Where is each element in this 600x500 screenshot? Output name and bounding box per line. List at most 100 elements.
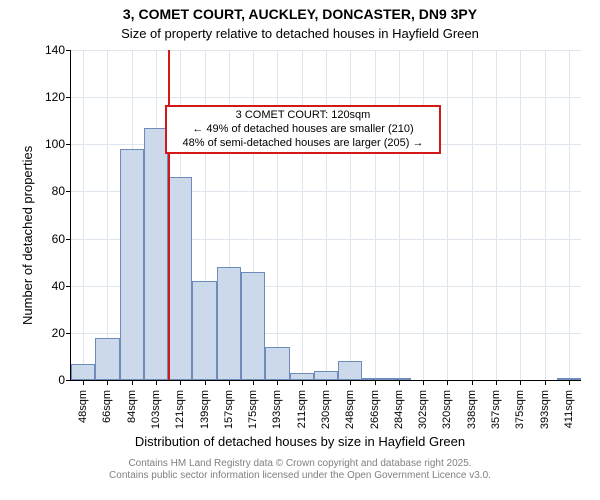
x-tick-label: 266sqm [369, 390, 381, 429]
y-tick-label: 60 [52, 232, 65, 246]
x-tick-mark [205, 380, 206, 385]
x-tick-label: 175sqm [247, 390, 259, 429]
histogram-bar [557, 378, 581, 380]
x-tick-mark [156, 380, 157, 385]
x-tick-label: 157sqm [223, 390, 235, 429]
histogram-bar [168, 177, 192, 380]
x-tick-mark [107, 380, 108, 385]
x-tick-mark [375, 380, 376, 385]
y-tick-label: 100 [45, 137, 65, 151]
x-tick-label: 121sqm [174, 390, 186, 429]
y-tick-label: 120 [45, 90, 65, 104]
chart-title: 3, COMET COURT, AUCKLEY, DONCASTER, DN9 … [0, 6, 600, 22]
histogram-bar [95, 338, 119, 380]
histogram-bar [120, 149, 144, 380]
x-tick-label: 320sqm [441, 390, 453, 429]
annotation-line: ← 49% of detached houses are smaller (21… [173, 123, 433, 137]
y-tick-label: 40 [52, 279, 65, 293]
histogram-bar [387, 378, 411, 380]
x-tick-mark [545, 380, 546, 385]
annotation-line: 48% of semi-detached houses are larger (… [173, 137, 433, 151]
x-tick-label: 302sqm [417, 390, 429, 429]
x-tick-label: 193sqm [271, 390, 283, 429]
y-tick-mark [66, 333, 71, 334]
gridline-v [302, 50, 303, 380]
gridline-v [545, 50, 546, 380]
histogram-bar [362, 378, 386, 380]
y-axis-label: Number of detached properties [20, 146, 35, 325]
footer: Contains HM Land Registry data © Crown c… [0, 458, 600, 482]
x-axis-label: Distribution of detached houses by size … [0, 434, 600, 449]
x-tick-mark [496, 380, 497, 385]
y-tick-mark [66, 239, 71, 240]
y-tick-mark [66, 144, 71, 145]
histogram-bar [338, 361, 362, 380]
x-tick-mark [447, 380, 448, 385]
chart-subtitle: Size of property relative to detached ho… [0, 26, 600, 41]
x-tick-mark [180, 380, 181, 385]
x-tick-mark [83, 380, 84, 385]
footer-line-2: Contains public sector information licen… [0, 470, 600, 482]
y-tick-mark [66, 97, 71, 98]
x-tick-mark [472, 380, 473, 385]
gridline-v [326, 50, 327, 380]
histogram-bar [144, 128, 168, 380]
gridline-v [83, 50, 84, 380]
x-tick-label: 103sqm [150, 390, 162, 429]
histogram-bar [290, 373, 314, 380]
y-tick-mark [66, 380, 71, 381]
x-tick-label: 66sqm [101, 390, 113, 423]
x-tick-mark [253, 380, 254, 385]
y-tick-mark [66, 50, 71, 51]
gridline-v [472, 50, 473, 380]
gridline-v [107, 50, 108, 380]
x-tick-mark [302, 380, 303, 385]
marker-line [168, 50, 170, 380]
plot-area: 02040608010012014048sqm66sqm84sqm103sqm1… [70, 50, 581, 381]
y-tick-label: 0 [58, 373, 65, 387]
x-tick-mark [423, 380, 424, 385]
x-tick-mark [229, 380, 230, 385]
gridline-v [277, 50, 278, 380]
gridline-v [569, 50, 570, 380]
y-tick-label: 80 [52, 184, 65, 198]
gridline-v [447, 50, 448, 380]
x-tick-mark [569, 380, 570, 385]
y-tick-mark [66, 286, 71, 287]
x-tick-label: 375sqm [514, 390, 526, 429]
histogram-bar [71, 364, 95, 381]
y-tick-mark [66, 191, 71, 192]
histogram-bar [192, 281, 216, 380]
x-tick-label: 84sqm [126, 390, 138, 423]
x-tick-label: 248sqm [344, 390, 356, 429]
histogram-bar [241, 272, 265, 380]
x-tick-mark [326, 380, 327, 385]
x-tick-mark [277, 380, 278, 385]
chart-container: 3, COMET COURT, AUCKLEY, DONCASTER, DN9 … [0, 0, 600, 500]
gridline-v [399, 50, 400, 380]
histogram-bar [314, 371, 338, 380]
x-tick-mark [132, 380, 133, 385]
x-tick-label: 393sqm [539, 390, 551, 429]
x-tick-label: 284sqm [393, 390, 405, 429]
histogram-bar [217, 267, 241, 380]
x-tick-label: 48sqm [77, 390, 89, 423]
gridline-v [423, 50, 424, 380]
gridline-v [496, 50, 497, 380]
x-tick-label: 139sqm [199, 390, 211, 429]
footer-line-1: Contains HM Land Registry data © Crown c… [0, 458, 600, 470]
x-tick-mark [399, 380, 400, 385]
gridline-v [520, 50, 521, 380]
x-tick-label: 230sqm [320, 390, 332, 429]
x-tick-mark [520, 380, 521, 385]
x-tick-label: 357sqm [490, 390, 502, 429]
histogram-bar [265, 347, 289, 380]
x-tick-label: 411sqm [563, 390, 575, 428]
gridline-v [375, 50, 376, 380]
y-tick-label: 140 [45, 43, 65, 57]
annotation-box: 3 COMET COURT: 120sqm← 49% of detached h… [165, 105, 441, 154]
x-tick-mark [350, 380, 351, 385]
x-tick-label: 338sqm [466, 390, 478, 429]
y-tick-label: 20 [52, 326, 65, 340]
gridline-v [350, 50, 351, 380]
